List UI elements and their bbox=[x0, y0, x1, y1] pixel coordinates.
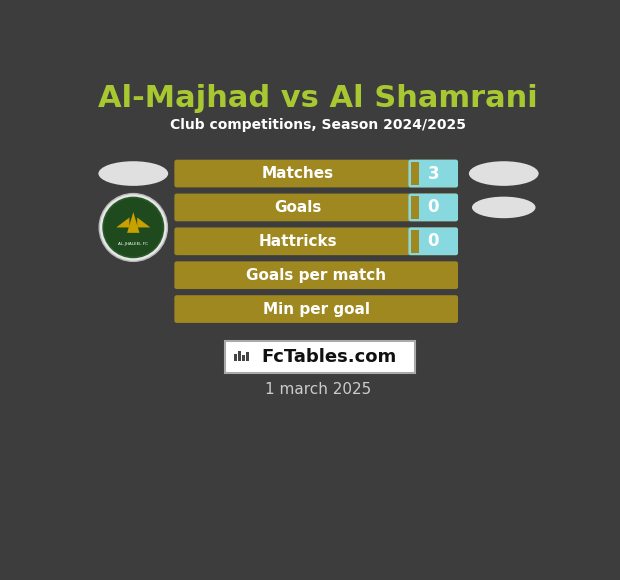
FancyBboxPatch shape bbox=[174, 262, 458, 289]
FancyBboxPatch shape bbox=[174, 194, 458, 222]
Bar bbox=[410, 162, 418, 185]
Text: Min per goal: Min per goal bbox=[263, 302, 370, 317]
Polygon shape bbox=[117, 218, 130, 227]
Text: Goals: Goals bbox=[274, 200, 321, 215]
Text: 1 march 2025: 1 march 2025 bbox=[265, 382, 371, 397]
Bar bbox=[410, 196, 418, 219]
Text: Al-Majhad vs Al Shamrani: Al-Majhad vs Al Shamrani bbox=[98, 84, 538, 113]
Polygon shape bbox=[137, 218, 151, 227]
FancyBboxPatch shape bbox=[174, 295, 458, 323]
Text: Hattricks: Hattricks bbox=[259, 234, 337, 249]
Ellipse shape bbox=[99, 161, 168, 186]
Circle shape bbox=[104, 198, 162, 257]
Bar bbox=[410, 230, 418, 253]
Circle shape bbox=[99, 194, 167, 262]
Text: 0: 0 bbox=[427, 233, 439, 251]
FancyBboxPatch shape bbox=[224, 340, 415, 373]
FancyBboxPatch shape bbox=[174, 227, 458, 255]
FancyBboxPatch shape bbox=[409, 160, 458, 187]
Text: AL-JHALEEL FC: AL-JHALEEL FC bbox=[118, 242, 148, 246]
Text: 3: 3 bbox=[427, 165, 439, 183]
FancyBboxPatch shape bbox=[409, 227, 458, 255]
Ellipse shape bbox=[469, 161, 539, 186]
Text: FcTables.com: FcTables.com bbox=[262, 348, 397, 366]
FancyBboxPatch shape bbox=[409, 194, 458, 222]
Polygon shape bbox=[127, 212, 140, 233]
Text: Matches: Matches bbox=[262, 166, 334, 181]
Ellipse shape bbox=[472, 197, 536, 218]
FancyBboxPatch shape bbox=[174, 160, 458, 187]
Text: 0: 0 bbox=[427, 198, 439, 216]
Bar bbox=[238, 351, 241, 361]
Text: Goals per match: Goals per match bbox=[246, 268, 386, 282]
Circle shape bbox=[102, 197, 164, 258]
Text: Club competitions, Season 2024/2025: Club competitions, Season 2024/2025 bbox=[170, 118, 466, 132]
Bar bbox=[246, 352, 249, 361]
Bar bbox=[242, 356, 245, 361]
Bar bbox=[234, 354, 237, 361]
